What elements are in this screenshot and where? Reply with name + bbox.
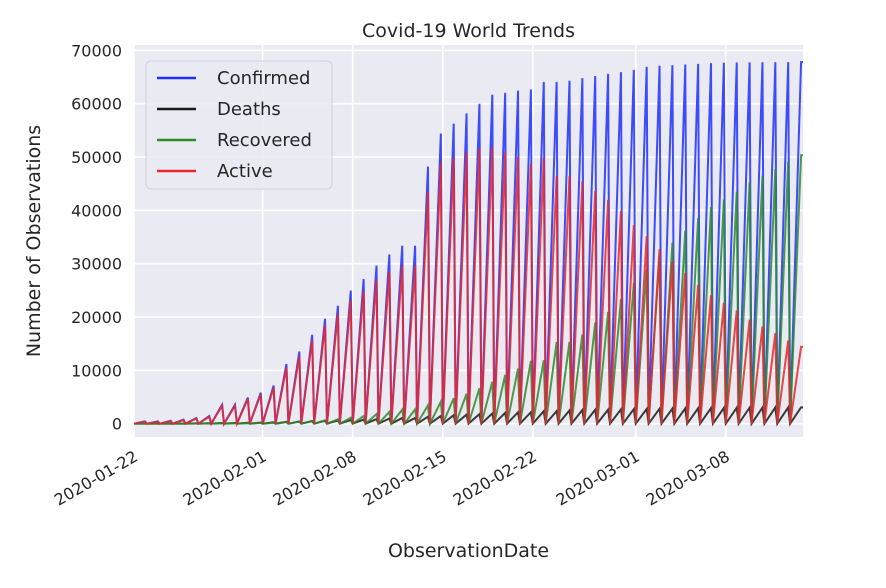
y-tick-label: 40000 xyxy=(71,201,122,220)
y-tick-label: 60000 xyxy=(71,95,122,114)
legend-box xyxy=(145,60,333,190)
legend: Confirmed Deaths Recovered Active xyxy=(145,60,333,190)
y-tick-label: 10000 xyxy=(71,361,122,380)
y-tick-label: 70000 xyxy=(71,41,122,60)
y-tick-label: 20000 xyxy=(71,308,122,327)
x-tick-label: 2020-02-22 xyxy=(450,447,540,510)
y-tick-label: 50000 xyxy=(71,148,122,167)
x-axis-label: ObservationDate xyxy=(388,540,549,562)
x-tick-label: 2020-02-15 xyxy=(360,447,450,510)
x-tick-label: 2020-02-08 xyxy=(270,447,360,510)
x-axis-ticks: 2020-01-22 2020-02-01 2020-02-08 2020-02-15… xyxy=(51,447,733,510)
series-lines xyxy=(133,61,803,428)
x-tick-label: 2020-03-01 xyxy=(553,447,643,510)
chart-title: Covid-19 World Trends xyxy=(362,20,575,42)
x-tick-label: 2020-02-01 xyxy=(180,447,270,510)
y-axis-label: Number of Observations xyxy=(23,125,45,357)
x-tick-label: 2020-03-08 xyxy=(643,447,733,510)
legend-label-active: Active xyxy=(217,161,273,182)
legend-label-confirmed: Confirmed xyxy=(217,68,310,89)
series-line-active xyxy=(133,146,803,428)
y-axis-ticks: 0 10000 20000 30000 40000 50000 60000 70000 xyxy=(71,41,122,433)
y-tick-label: 0 xyxy=(112,415,122,434)
legend-label-recovered: Recovered xyxy=(217,130,312,151)
legend-label-deaths: Deaths xyxy=(217,99,281,120)
x-tick-label: 2020-01-22 xyxy=(51,447,141,510)
y-tick-label: 30000 xyxy=(71,255,122,274)
